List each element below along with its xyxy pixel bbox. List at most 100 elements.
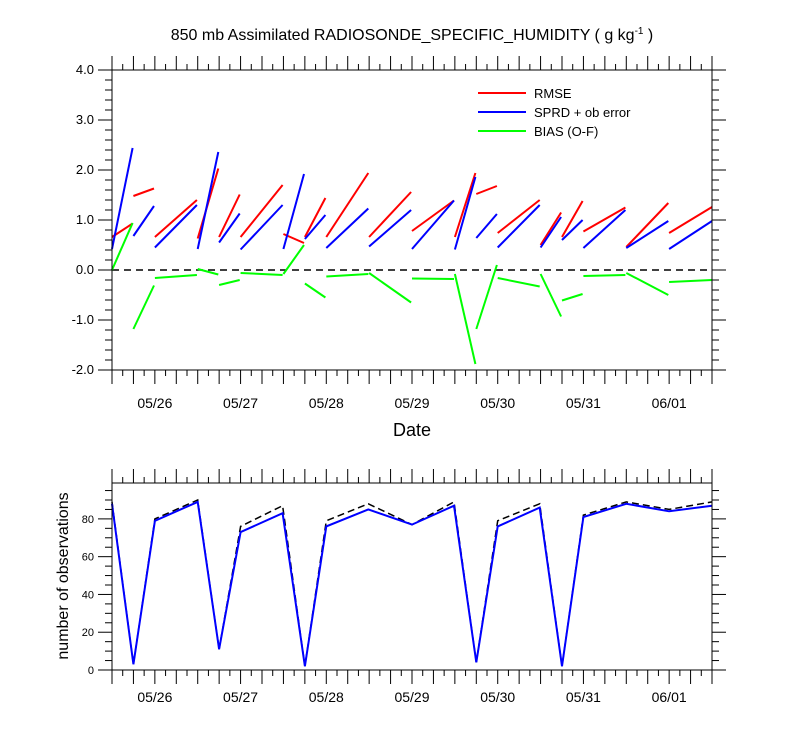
series-segment-sprd-ob-error <box>539 216 562 249</box>
x-tick-label: 05/29 <box>394 395 429 411</box>
series-segment-sprd-ob-error <box>668 220 713 250</box>
x-tick-label: 05/31 <box>566 689 601 705</box>
series-segment-bias-o-f <box>475 264 498 330</box>
series-segment-rmse <box>218 194 241 238</box>
series-segment-sprd-ob-error <box>132 205 155 237</box>
legend: RMSE SPRD + ob error BIAS (O-F) <box>478 86 631 139</box>
series-segment-sprd-ob-error <box>561 219 584 241</box>
series-segment-rmse <box>625 202 670 248</box>
series-segment-bias-o-f <box>368 272 412 304</box>
y-tick-label: 4.0 <box>76 62 94 77</box>
series-segment-bias-o-f <box>561 293 583 302</box>
series-segment-rmse <box>325 172 370 238</box>
y-tick-label: 40 <box>82 589 94 601</box>
chart-title: 850 mb Assimilated RADIOSONDE_SPECIFIC_H… <box>171 26 654 44</box>
y-tick-label: 0 <box>88 665 94 677</box>
bottom-plot-border <box>111 482 713 671</box>
y-tick-label: 2.0 <box>76 162 94 177</box>
series-segment-bias-o-f <box>197 268 219 276</box>
series-segment-bias-o-f <box>282 244 305 275</box>
series-segment-sprd-ob-error <box>196 151 220 250</box>
series-segment-rmse <box>582 206 626 233</box>
series-segment-rmse <box>304 197 327 238</box>
y-axis-label: number of observations <box>55 492 72 659</box>
series-segment-bias-o-f <box>111 222 134 271</box>
x-axis-label: Date <box>393 420 431 440</box>
series-segment-sprd-ob-error <box>111 147 134 250</box>
top-axis-ticks <box>98 56 726 384</box>
series-segment-sprd-ob-error <box>582 209 627 249</box>
title-close: ) <box>643 27 653 44</box>
series-segment-rmse <box>475 185 498 195</box>
series-segment-bias-o-f <box>583 274 626 277</box>
series-segment-bias-o-f <box>326 273 369 278</box>
series-segment-sprd-ob-error <box>368 209 412 248</box>
series-segment-rmse <box>561 200 584 238</box>
series-segment-sprd-ob-error <box>453 176 477 250</box>
top-plot-series <box>111 147 713 365</box>
x-tick-label: 05/27 <box>223 689 258 705</box>
y-tick-label: 80 <box>82 514 94 526</box>
series-segment-bias-o-f <box>453 273 477 365</box>
series-segment-bias-o-f <box>304 282 326 299</box>
series-segment-sprd-ob-error <box>218 212 241 244</box>
legend-label: SPRD + ob error <box>534 105 631 120</box>
series-segment-sprd-ob-error <box>282 173 305 250</box>
y-tick-label: 60 <box>82 552 94 564</box>
series-segment-bias-o-f <box>240 272 283 276</box>
x-tick-label: 05/29 <box>394 689 429 705</box>
x-tick-label: 05/28 <box>309 395 344 411</box>
bottom-plot-frame <box>111 482 713 671</box>
series-segment-bias-o-f <box>539 273 563 317</box>
bottom-plot-series <box>111 498 713 667</box>
y-tick-label: -1.0 <box>72 312 94 327</box>
series-segment-bias-o-f <box>132 285 155 330</box>
x-tick-label: 05/30 <box>480 689 515 705</box>
x-tick-label: 05/28 <box>309 689 344 705</box>
series-segment-bias-o-f <box>218 279 240 286</box>
y-tick-label: -2.0 <box>72 362 94 377</box>
legend-label: BIAS (O-F) <box>534 124 598 139</box>
series-segment-rmse <box>497 199 541 234</box>
bottom-y-tick-labels: 0 20 40 60 80 <box>82 514 94 677</box>
series-segment-rmse <box>368 191 412 238</box>
series-segment-rmse <box>133 187 155 197</box>
x-tick-label: 05/30 <box>480 395 515 411</box>
series-segment-sprd-ob-error <box>496 204 541 249</box>
series-segment-sprd-ob-error <box>475 213 498 239</box>
top-x-tick-labels: 05/26 05/27 05/28 05/29 05/30 05/31 06/01 <box>137 395 687 411</box>
series-segment-bias-o-f <box>154 274 197 279</box>
series-segment-sprd-ob-error <box>239 204 284 251</box>
series-segment-rmse <box>411 199 455 232</box>
title-exponent: -1 <box>635 26 644 37</box>
y-tick-label: 0.0 <box>76 262 94 277</box>
series-segment-bias-o-f <box>411 277 455 280</box>
x-tick-label: 06/01 <box>652 395 687 411</box>
obs-series-assimilated <box>111 500 713 667</box>
series-segment-rmse <box>239 184 284 238</box>
top-y-tick-labels: -2.0 -1.0 0.0 1.0 2.0 3.0 4.0 <box>72 62 94 377</box>
series-segment-rmse <box>668 206 713 234</box>
x-tick-label: 05/27 <box>223 395 258 411</box>
series-segment-bias-o-f <box>497 277 540 288</box>
bottom-x-tick-labels: 05/26 05/27 05/28 05/29 05/30 05/31 06/01 <box>137 689 687 705</box>
series-segment-rmse <box>453 172 477 238</box>
x-tick-label: 06/01 <box>652 689 687 705</box>
legend-label: RMSE <box>534 86 572 101</box>
bottom-axis-ticks <box>98 469 726 684</box>
x-tick-label: 05/26 <box>137 395 172 411</box>
series-segment-sprd-ob-error <box>411 199 455 250</box>
x-tick-label: 05/26 <box>137 689 172 705</box>
y-tick-label: 20 <box>82 627 94 639</box>
series-segment-rmse <box>539 211 562 246</box>
y-tick-label: 1.0 <box>76 212 94 227</box>
series-segment-sprd-ob-error <box>325 207 369 249</box>
series-segment-sprd-ob-error <box>304 214 327 240</box>
series-segment-rmse <box>154 199 198 238</box>
series-segment-bias-o-f <box>625 272 669 296</box>
y-tick-label: 3.0 <box>76 112 94 127</box>
x-tick-label: 05/31 <box>566 395 601 411</box>
series-segment-bias-o-f <box>669 279 713 283</box>
series-segment-sprd-ob-error <box>154 204 198 249</box>
